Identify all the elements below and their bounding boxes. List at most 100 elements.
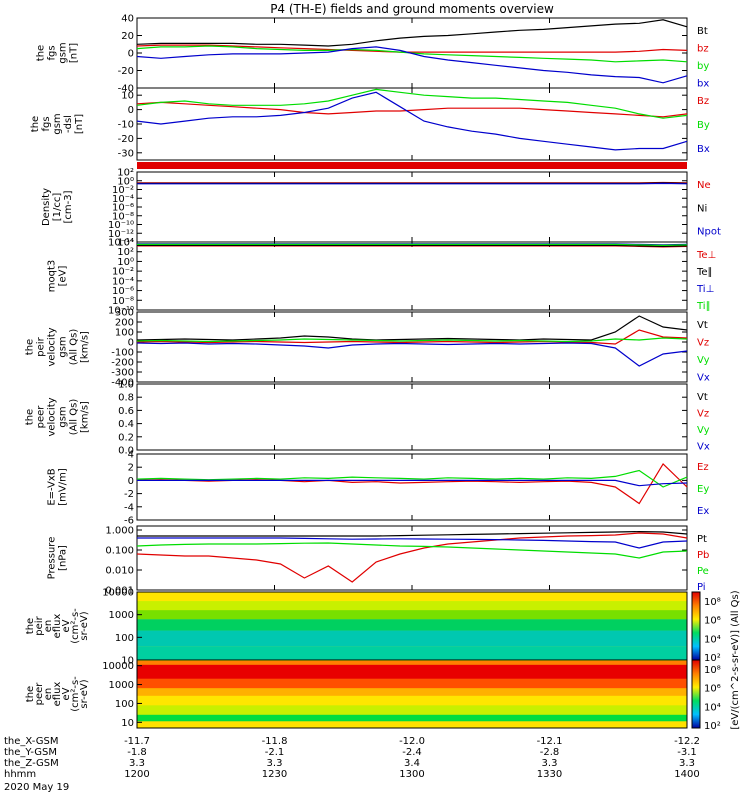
y-tick-label: 200	[115, 318, 134, 329]
series-line-ti∥	[137, 243, 688, 247]
legend-ti∥: Ti∥	[696, 301, 711, 312]
y-axis-label: fgs	[47, 45, 58, 60]
spectrogram-band	[137, 601, 687, 611]
legend-vz: Vz	[697, 338, 709, 349]
series-line-vy	[136, 337, 688, 343]
y-tick-label: 300	[115, 308, 134, 319]
spectrogram-panels: 10000100010010thepeirenefluxeV(cm²-s-sr-…	[25, 588, 688, 729]
density-top-band	[137, 162, 687, 169]
footer-value: -12.0	[399, 736, 425, 747]
footer-value: -11.7	[124, 736, 150, 747]
legend-vx: Vx	[697, 442, 710, 453]
footer-value: 1400	[674, 769, 699, 780]
y-tick-label: -400	[111, 378, 134, 389]
y-axis-label: Density	[41, 188, 52, 226]
y-axis-label: the	[25, 686, 36, 702]
spectrogram-s2: 10000 1000 100 10 thepeerenefluxeV(cm²-s-sr-…	[25, 659, 688, 729]
y-axis-label: gsm	[58, 406, 69, 427]
footer-value: -1.8	[127, 747, 147, 758]
y-tick-label: -20	[118, 134, 134, 145]
spectrogram-band	[137, 619, 687, 631]
y-axis-label: gsm	[58, 336, 69, 357]
spectrogram-band	[137, 695, 687, 706]
y-tick-label: 1.000	[105, 526, 134, 537]
y-axis-label: (All Qs)	[69, 399, 80, 436]
legend-bz: bz	[697, 44, 709, 55]
y-axis-label: the	[25, 618, 36, 634]
footer-value: -11.8	[262, 736, 288, 747]
colorbar-tick-label: 10²	[704, 653, 721, 664]
colorbar-tick-label: 10²	[704, 721, 721, 732]
y-tick-label: -100	[111, 348, 134, 359]
legend-pt: Pt	[697, 534, 707, 545]
footer-value: 1300	[399, 769, 424, 780]
y-tick-label: 10⁻²	[112, 267, 134, 278]
y-axis-label: (All Qs)	[69, 329, 80, 366]
y-tick-label: -2	[124, 489, 134, 500]
y-axis-label: [cm-3]	[63, 190, 74, 223]
series-line-pi	[137, 537, 688, 549]
y-tick-label: 0.001	[105, 586, 134, 597]
y-tick-label: 10⁻⁴	[112, 194, 134, 205]
y-tick-label: 0	[128, 49, 134, 60]
footer-value: -2.1	[265, 747, 285, 758]
series-line-pb	[136, 532, 688, 583]
y-axis-label: peer	[34, 682, 45, 706]
legend-npot: Npot	[697, 227, 721, 238]
y-tick-label: 0.010	[105, 566, 134, 577]
y-tick-label: 10⁻⁴	[112, 276, 134, 287]
y-tick-label: 10⁻⁶	[112, 286, 134, 297]
legend-vy: Vy	[697, 425, 710, 436]
y-axis-label: velocity	[47, 397, 58, 436]
series-line-bx	[136, 91, 688, 151]
legend-bz: Bz	[697, 96, 709, 107]
y-axis-label: [nT]	[74, 114, 85, 134]
colorbar-tick-label: 10⁶	[704, 616, 721, 627]
y-axis-label: the	[36, 45, 47, 61]
panel-frame	[136, 453, 688, 521]
y-axis-label: en	[43, 688, 54, 701]
y-axis-label: fgs	[41, 116, 52, 131]
series-line-vt	[136, 315, 688, 341]
y-tick-label: 20	[121, 31, 134, 42]
y-tick-label: 0	[128, 476, 134, 487]
footer-value: 3.3	[542, 758, 558, 769]
y-tick-label: -6	[124, 516, 134, 527]
y-axis-label: en	[43, 620, 54, 633]
y-axis-label: [nPa]	[58, 545, 69, 571]
y-tick-label: 10⁻⁸	[112, 296, 134, 307]
y-tick-label: 0.0	[118, 446, 134, 457]
spectrogram-band	[137, 610, 687, 620]
spectrogram-band	[137, 646, 687, 660]
spectrogram-band	[137, 592, 687, 602]
y-axis-label: -dsl	[63, 115, 74, 133]
y-axis-label: Pressure	[47, 537, 58, 580]
y-tick-label: 10000	[102, 661, 134, 672]
footer-row-label: the_X-GSM	[4, 736, 58, 747]
series-line-bx	[136, 46, 688, 84]
spectrogram-band	[137, 714, 687, 722]
y-axis-label: the	[25, 409, 36, 425]
y-tick-label: -4	[124, 502, 134, 513]
colorbar-2: 10⁸ 10⁶ 10⁴ 10²	[691, 659, 721, 732]
legend-by: By	[697, 120, 710, 131]
legend-ey: Ey	[697, 484, 709, 495]
footer-value: 1200	[124, 769, 149, 780]
y-axis-label: eV	[61, 619, 72, 632]
colorbar-strip	[691, 591, 701, 661]
footer-value: -2.8	[540, 747, 560, 758]
panel-p8: 1.000 0.100 0.010 0.001 Pressure [nPa] Pt Pb Pe P…	[47, 525, 709, 597]
footer-value: 3.3	[129, 758, 145, 769]
y-tick-label: 100	[115, 633, 134, 644]
series-line-bz	[136, 44, 688, 53]
y-axis-label: the	[25, 339, 36, 355]
panel-p6: 1.0 0.8 0.6 0.4 0.2 0.0 the peer velocity gsm (All…	[25, 380, 710, 457]
y-tick-label: -40	[118, 84, 134, 95]
spectrogram-band	[137, 688, 687, 696]
y-axis-label: velocity	[47, 327, 58, 366]
panel-frame	[136, 241, 688, 311]
legend-ti⊥: Ti⊥	[696, 284, 714, 295]
legend-by: by	[697, 61, 709, 72]
